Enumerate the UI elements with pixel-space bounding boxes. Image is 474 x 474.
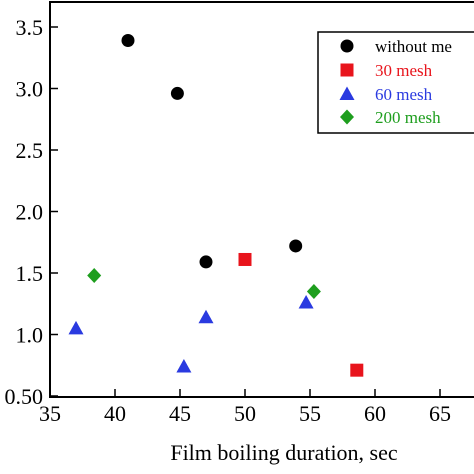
y-tick-label: 1.0 [16,323,44,348]
legend: without me 30 mesh 60 mesh 200 mesh [317,31,474,134]
legend-label-without-mesh: without me [375,37,452,56]
y-tick-label: 1.5 [16,261,44,286]
point-200-mesh [306,283,321,299]
point-60-mesh [198,309,214,324]
point-without-mesh [199,255,213,269]
point-60-mesh [298,295,314,309]
point-30-mesh [238,252,252,266]
x-tick-label: 65 [429,401,451,426]
point-without-mesh [121,34,135,48]
plot-frame [49,1,474,398]
legend-marker-without-mesh [340,39,354,53]
x-tick-label: 40 [104,401,126,426]
y-tick-label: 2.5 [16,138,44,163]
legend-marker-60-mesh [339,86,355,100]
x-tick-label: 35 [39,401,61,426]
x-tick-label: 55 [299,401,321,426]
legend-label-60-mesh: 60 mesh [375,85,433,104]
point-200-mesh [87,267,102,283]
y-tick-label: 3.5 [16,15,44,40]
point-without-mesh [170,86,184,100]
legend-label-200-mesh: 200 mesh [375,108,441,127]
x-tick-label: 60 [364,401,386,426]
point-without-mesh [289,239,303,253]
y-tick-label: 2.0 [16,200,44,225]
x-axis-title: Film boiling duration, sec [170,440,398,465]
data-points [68,34,364,377]
legend-items: without me 30 mesh 60 mesh 200 mesh [339,37,452,127]
point-60-mesh [176,358,192,373]
point-60-mesh [68,320,84,335]
x-tick-label: 50 [234,401,256,426]
legend-marker-200-mesh [340,109,354,125]
x-axis: 35 40 45 50 55 60 65 [39,389,451,426]
x-tick-label: 45 [169,401,191,426]
y-axis: 0.50 1.0 1.5 2.0 2.5 3.0 3.5 [5,15,58,409]
point-30-mesh [350,363,364,377]
legend-label-30-mesh: 30 mesh [375,61,433,80]
y-tick-label: 0.50 [5,384,44,409]
legend-marker-30-mesh [340,63,354,77]
y-tick-label: 3.0 [16,77,44,102]
